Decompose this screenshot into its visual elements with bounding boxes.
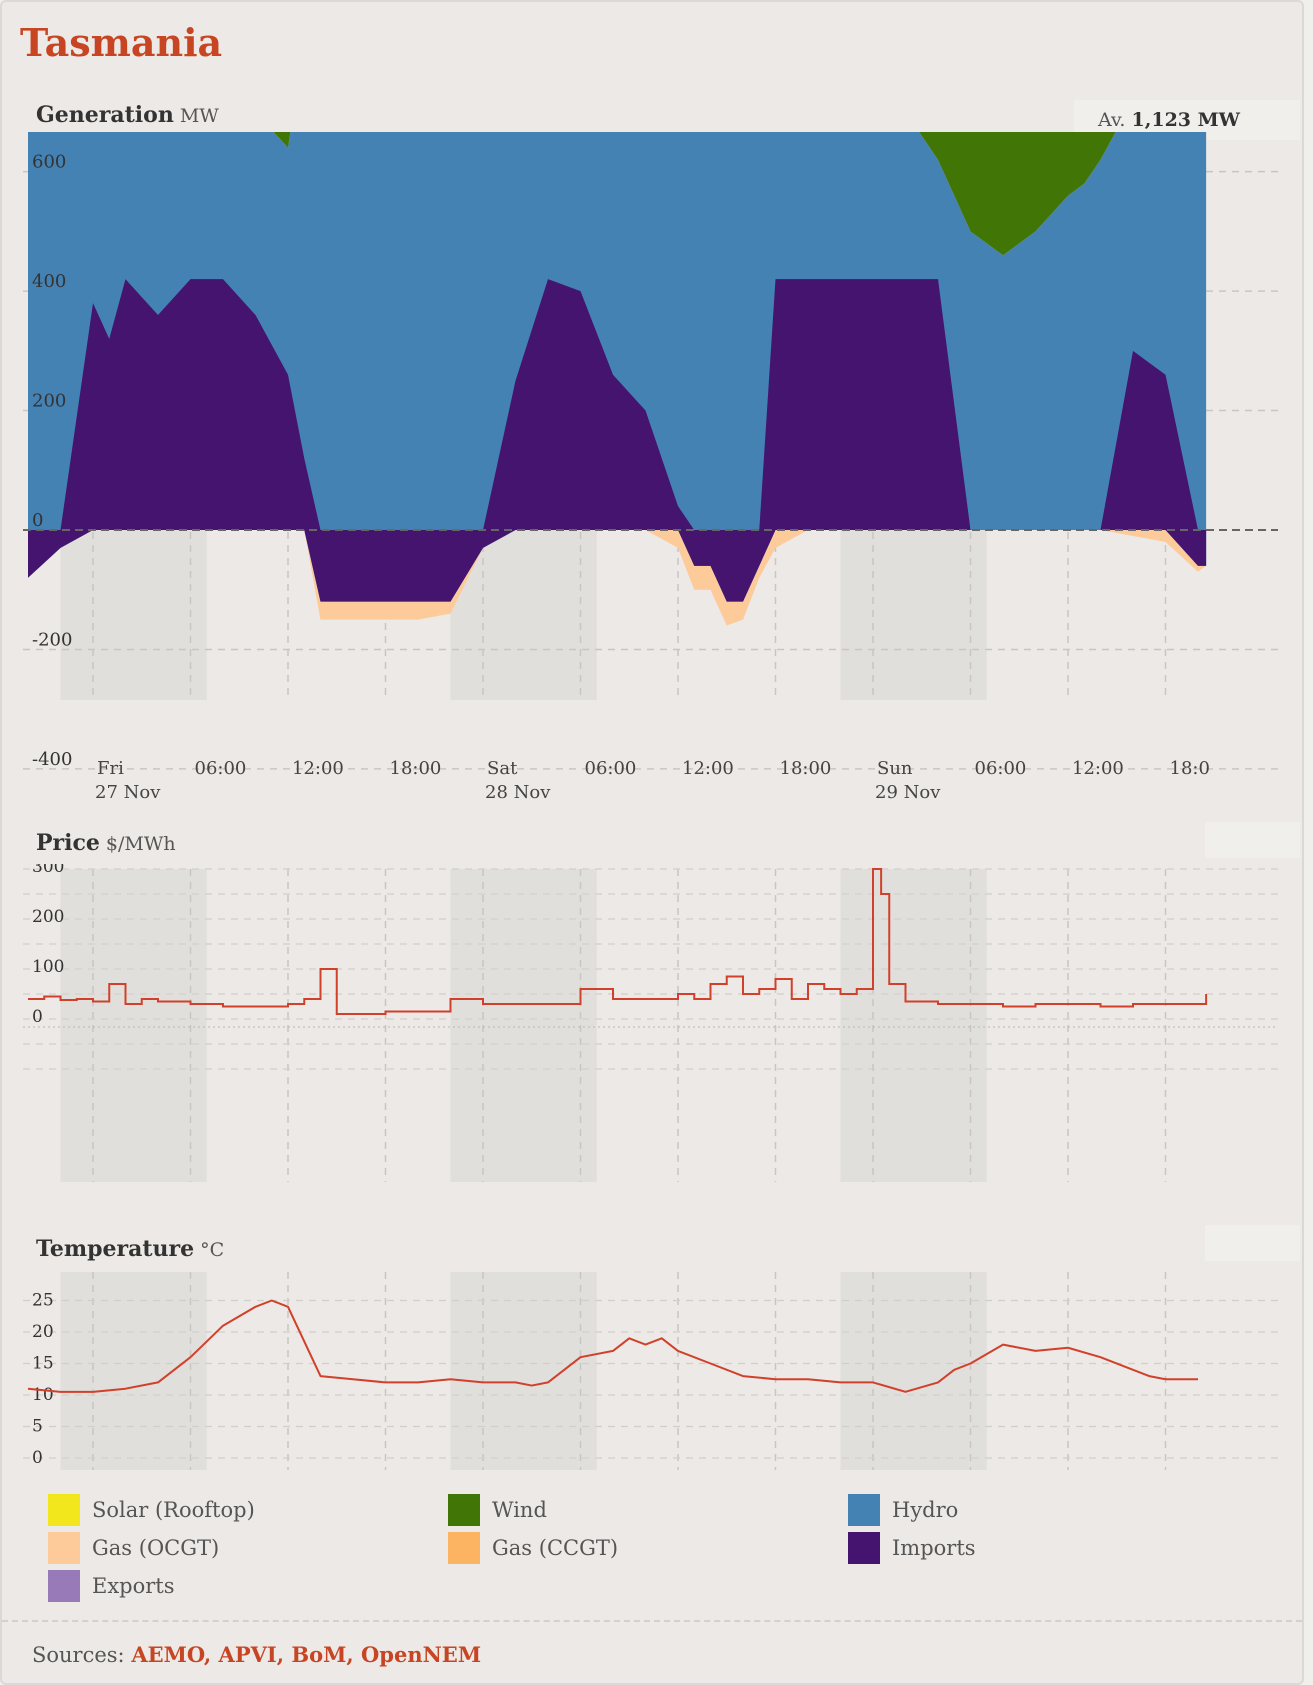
temperature-ytick-label: 5 bbox=[32, 1417, 43, 1437]
legend-swatch bbox=[848, 1532, 880, 1564]
price-readout-box bbox=[1205, 822, 1300, 858]
temperature-ytick-label: 20 bbox=[32, 1322, 54, 1342]
legend-swatch bbox=[848, 1494, 880, 1526]
generation-xtick-label: 18:00 bbox=[390, 758, 442, 779]
legend-swatch bbox=[48, 1494, 80, 1526]
generation-ytick-label: 0 bbox=[32, 510, 43, 531]
legend-item[interactable]: Imports bbox=[848, 1532, 976, 1564]
legend-item[interactable]: Gas (CCGT) bbox=[448, 1532, 618, 1564]
legend-label: Hydro bbox=[892, 1498, 959, 1522]
generation-label: Generation MW bbox=[36, 102, 219, 128]
generation-xtick-label: 18:0 bbox=[1170, 758, 1210, 779]
generation-ytick-label: 200 bbox=[32, 391, 66, 412]
price-line bbox=[28, 868, 1208, 1015]
price-night-band bbox=[60, 869, 207, 1182]
average-prefix: Av. bbox=[1098, 109, 1126, 131]
generation-ytick-label: 400 bbox=[32, 271, 66, 292]
legend-swatch bbox=[48, 1570, 80, 1602]
generation-xtick-label-date: 28 Nov bbox=[485, 782, 551, 803]
legend-label: Solar (Rooftop) bbox=[92, 1498, 255, 1522]
price-chart[interactable]: 0 100 200 300 bbox=[2, 864, 1302, 1192]
price-title: Price bbox=[36, 830, 100, 856]
temperature-title: Temperature bbox=[36, 1236, 195, 1262]
legend-swatch bbox=[448, 1532, 480, 1564]
generation-ytick-label: -200 bbox=[32, 629, 72, 650]
temperature-line bbox=[27, 1299, 1198, 1393]
legend-label: Imports bbox=[892, 1536, 976, 1560]
average-value: 1,123 MW bbox=[1131, 109, 1241, 131]
temperature-readout-box bbox=[1205, 1225, 1300, 1261]
generation-series-imports-negative bbox=[28, 530, 1207, 602]
generation-xtick-label: Fri bbox=[97, 758, 124, 779]
price-ytick-label: 0 bbox=[32, 1007, 43, 1027]
page-title: Tasmania bbox=[20, 20, 223, 65]
sources-links[interactable]: AEMO, APVI, BoM, OpenNEM bbox=[131, 1642, 482, 1667]
legend-label: Wind bbox=[492, 1498, 547, 1522]
temperature-night-band bbox=[450, 1272, 597, 1470]
generation-ytick-label: 600 bbox=[32, 152, 66, 173]
temperature-ytick-label: 0 bbox=[32, 1448, 43, 1468]
legend-item[interactable]: Wind bbox=[448, 1494, 547, 1526]
generation-unit: MW bbox=[179, 105, 219, 127]
temperature-ytick-label: 25 bbox=[32, 1291, 54, 1311]
temperature-ytick-label: 10 bbox=[32, 1385, 54, 1405]
price-unit: $/MWh bbox=[105, 833, 176, 855]
legend-item[interactable]: Gas (OCGT) bbox=[48, 1532, 219, 1564]
legend-label: Exports bbox=[92, 1574, 175, 1598]
generation-xtick-label: Sun bbox=[877, 758, 913, 779]
generation-title: Generation bbox=[36, 102, 174, 128]
generation-xtick-label: 12:00 bbox=[682, 758, 734, 779]
legend-item[interactable]: Hydro bbox=[848, 1494, 958, 1526]
generation-chart[interactable]: -600-400-20002004006008001,0001,200Fri27… bbox=[2, 132, 1302, 812]
legend-label: Gas (OCGT) bbox=[92, 1536, 220, 1560]
generation-xtick-label-date: 27 Nov bbox=[95, 782, 161, 803]
temperature-night-band bbox=[840, 1272, 987, 1470]
legend-swatch bbox=[448, 1494, 480, 1526]
price-ytick-label: 300 bbox=[32, 864, 64, 877]
price-night-band bbox=[450, 869, 597, 1182]
sources-prefix: Sources: bbox=[32, 1643, 125, 1667]
price-ytick-label: 200 bbox=[32, 907, 64, 927]
generation-xtick-label: 06:00 bbox=[195, 758, 247, 779]
generation-xtick-label: Sat bbox=[487, 758, 518, 779]
price-night-band bbox=[840, 869, 987, 1182]
generation-xtick-label-date: 29 Nov bbox=[875, 782, 941, 803]
legend-label: Gas (CCGT) bbox=[492, 1536, 619, 1560]
generation-xtick-label: 12:00 bbox=[1072, 758, 1124, 779]
generation-xtick-label: 18:00 bbox=[780, 758, 832, 779]
generation-xtick-label: 12:00 bbox=[292, 758, 344, 779]
generation-xtick-label: 06:00 bbox=[585, 758, 637, 779]
temperature-chart[interactable]: 0 5 10 15 20 25 bbox=[2, 1270, 1302, 1480]
footer-divider bbox=[2, 1620, 1302, 1622]
generation-xtick-label: 06:00 bbox=[975, 758, 1027, 779]
temperature-night-band bbox=[60, 1272, 207, 1470]
generation-series-wind bbox=[273, 132, 1116, 256]
legend-item[interactable]: Solar (Rooftop) bbox=[48, 1494, 255, 1526]
legend-swatch bbox=[48, 1532, 80, 1564]
temperature-unit: °C bbox=[200, 1239, 225, 1261]
temperature-ytick-label: 15 bbox=[32, 1354, 54, 1374]
sources: Sources: AEMO, APVI, BoM, OpenNEM bbox=[32, 1642, 481, 1667]
generation-ytick-label: -400 bbox=[32, 749, 72, 770]
legend-item[interactable]: Exports bbox=[48, 1570, 175, 1602]
price-label: Price $/MWh bbox=[36, 830, 176, 856]
price-ytick-label: 100 bbox=[32, 957, 64, 977]
temperature-label: Temperature °C bbox=[36, 1236, 224, 1262]
generation-series-imports bbox=[28, 279, 1207, 530]
